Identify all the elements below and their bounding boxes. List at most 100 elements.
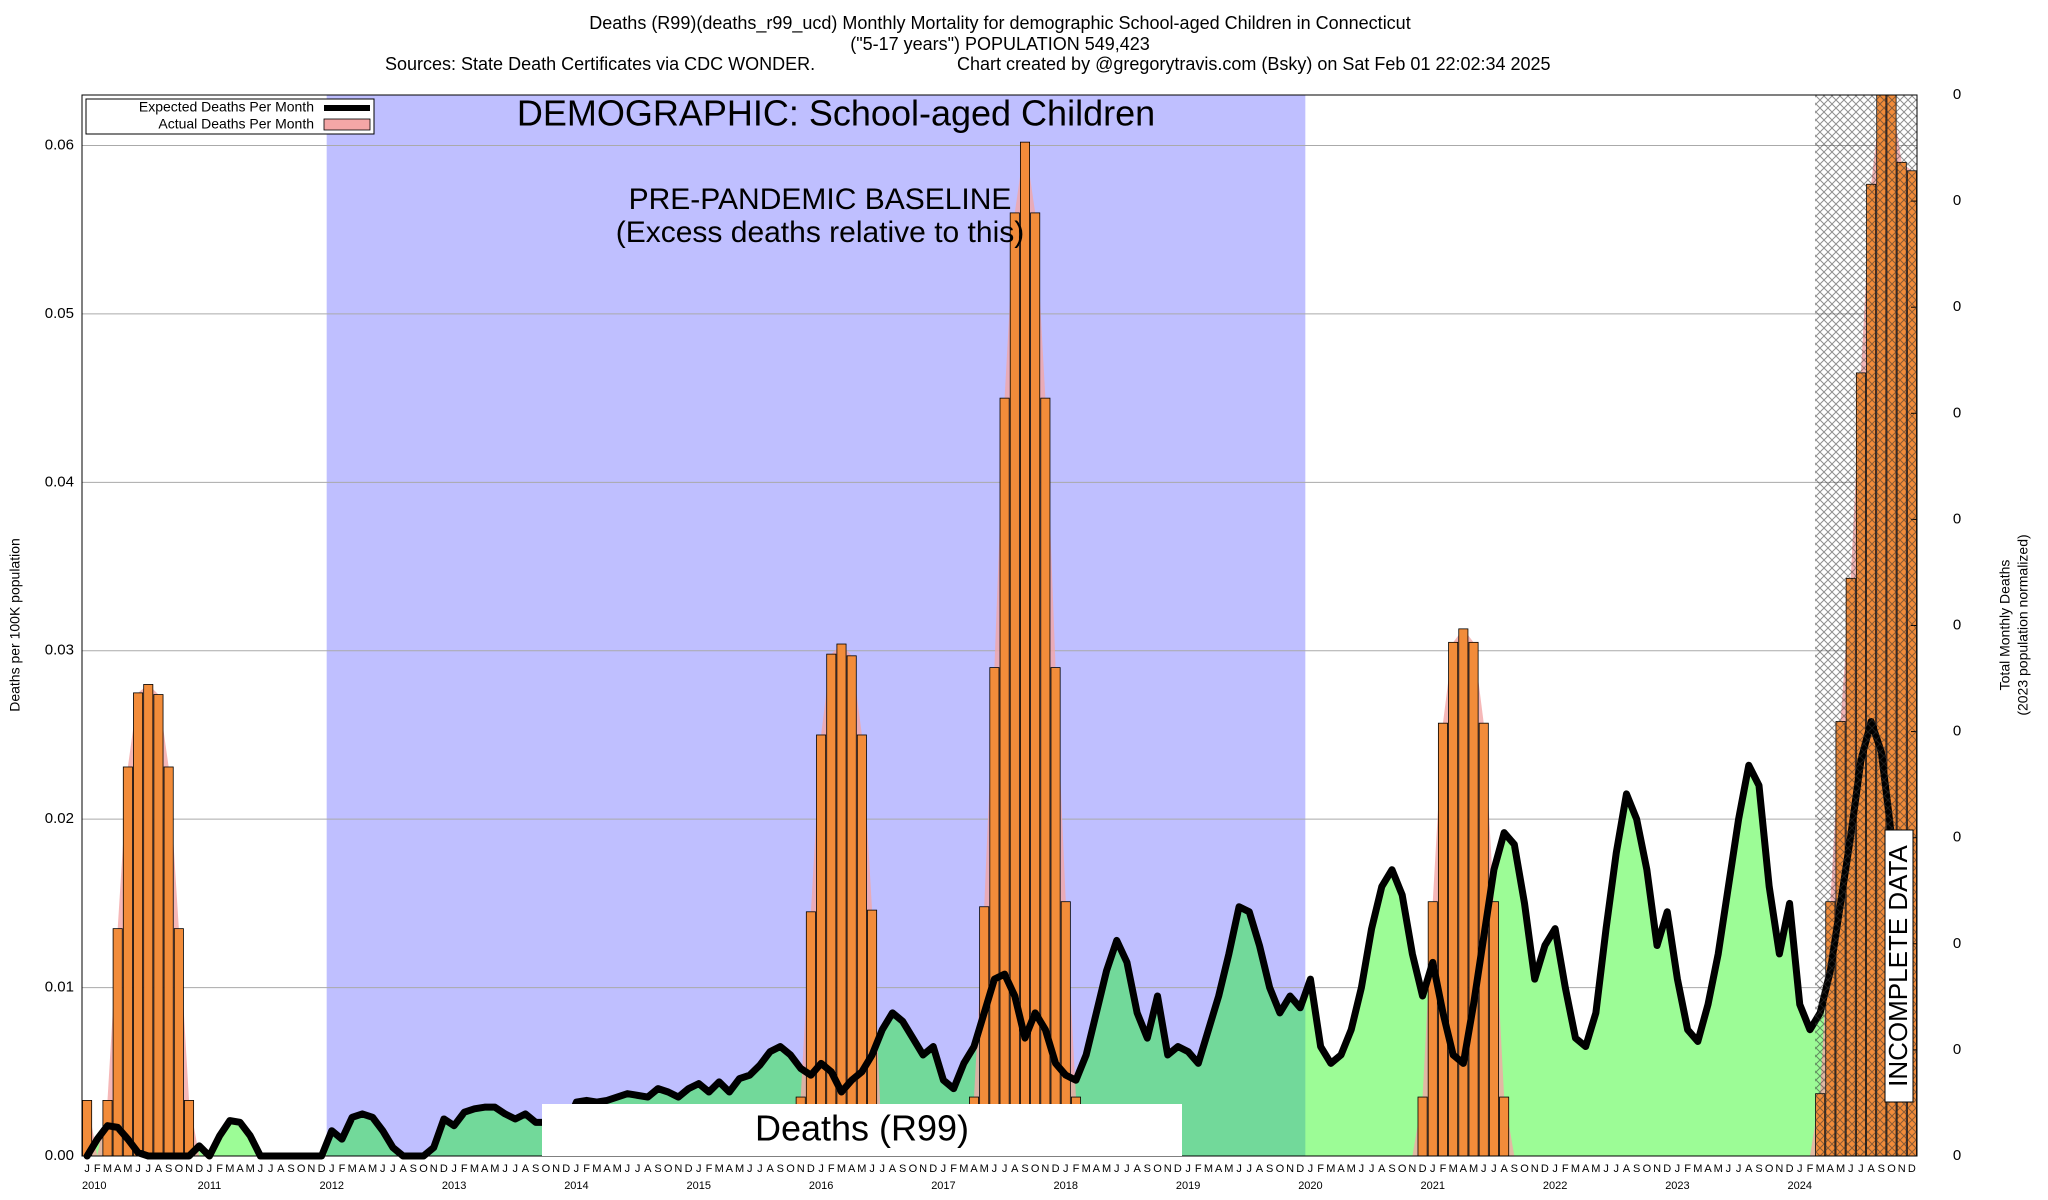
x-tick-label: J xyxy=(1603,1163,1609,1175)
x-tick-label: J xyxy=(880,1163,886,1175)
x-tick-label: D xyxy=(685,1163,693,1175)
x-tick-label: S xyxy=(532,1163,539,1175)
incomplete-box xyxy=(1884,829,1914,1103)
x-tick-label: A xyxy=(1827,1163,1835,1175)
x-tick-label: F xyxy=(1684,1163,1691,1175)
x-tick-label: A xyxy=(1623,1163,1631,1175)
x-tick-label: F xyxy=(1073,1163,1080,1175)
x-tick-label: O xyxy=(1887,1163,1896,1175)
x-tick-label: D xyxy=(562,1163,570,1175)
x-tick-label: J xyxy=(635,1163,641,1175)
x-tick-label: A xyxy=(1378,1163,1386,1175)
x-tick-label: O xyxy=(1276,1163,1285,1175)
x-tick-label: S xyxy=(1878,1163,1885,1175)
x-tick-label: S xyxy=(1755,1163,1762,1175)
x-tick-label: J xyxy=(1675,1163,1681,1175)
x-tick-label: N xyxy=(1041,1163,1049,1175)
x-tick-label: J xyxy=(992,1163,998,1175)
year-label: 2011 xyxy=(198,1180,222,1192)
x-tick-label: M xyxy=(470,1163,479,1175)
actual-bar xyxy=(1437,722,1448,1157)
y-tick-label: 0.02 xyxy=(45,810,74,827)
x-tick-label: D xyxy=(440,1163,448,1175)
x-tick-label: J xyxy=(1236,1163,1242,1175)
x-tick-label: D xyxy=(1786,1163,1794,1175)
legend-label: Expected Deaths Per Month xyxy=(139,99,314,115)
x-tick-label: O xyxy=(297,1163,306,1175)
x-tick-label: J xyxy=(747,1163,753,1175)
x-tick-label: F xyxy=(828,1163,835,1175)
x-tick-label: J xyxy=(1308,1163,1314,1175)
actual-bar xyxy=(163,766,174,1157)
x-tick-label: S xyxy=(1388,1163,1395,1175)
x-tick-label: N xyxy=(1164,1163,1172,1175)
x-tick-label: J xyxy=(1063,1163,1069,1175)
x-tick-label: O xyxy=(1398,1163,1407,1175)
x-tick-label: J xyxy=(869,1163,875,1175)
x-tick-label: O xyxy=(1765,1163,1774,1175)
y2-tick-label: 0 xyxy=(1953,298,1961,315)
x-tick-label: A xyxy=(399,1163,407,1175)
x-tick-label: N xyxy=(1408,1163,1416,1175)
x-tick-label: M xyxy=(735,1163,744,1175)
x-tick-label: O xyxy=(1520,1163,1529,1175)
y-axis-label: Deaths per 100K population xyxy=(7,538,23,712)
x-tick-label: O xyxy=(664,1163,673,1175)
x-tick-label: J xyxy=(757,1163,763,1175)
x-tick-label: D xyxy=(1174,1163,1182,1175)
x-tick-label: M xyxy=(715,1163,724,1175)
x-tick-label: J xyxy=(1491,1163,1497,1175)
x-tick-label: M xyxy=(1204,1163,1213,1175)
x-tick-label: J xyxy=(1002,1163,1008,1175)
x-tick-label: O xyxy=(1643,1163,1652,1175)
x-tick-label: M xyxy=(1591,1163,1600,1175)
x-tick-label: O xyxy=(786,1163,795,1175)
x-tick-label: F xyxy=(583,1163,590,1175)
actual-bar xyxy=(1448,641,1459,1157)
x-tick-label: M xyxy=(246,1163,255,1175)
x-tick-label: M xyxy=(490,1163,499,1175)
x-tick-label: A xyxy=(603,1163,611,1175)
x-tick-label: M xyxy=(1102,1163,1111,1175)
x-tick-label: J xyxy=(1247,1163,1253,1175)
x-tick-label: N xyxy=(185,1163,193,1175)
actual-bar xyxy=(856,734,867,1157)
x-tick-label: J xyxy=(941,1163,947,1175)
chart-title: Deaths (R99)(deaths_r99_ucd) Monthly Mor… xyxy=(589,13,1410,34)
actual-bar xyxy=(999,397,1010,1157)
y-tick-label: 0.06 xyxy=(45,136,74,153)
x-tick-label: M xyxy=(1836,1163,1845,1175)
x-tick-label: S xyxy=(899,1163,906,1175)
x-tick-label: A xyxy=(236,1163,244,1175)
x-tick-label: S xyxy=(777,1163,784,1175)
actual-bar xyxy=(1427,901,1438,1157)
credit: Chart created by @gregorytravis.com (Bsk… xyxy=(957,54,1551,74)
baseline-label: PRE-PANDEMIC BASELINE xyxy=(629,183,1012,216)
year-label: 2013 xyxy=(442,1180,466,1192)
x-tick-label: M xyxy=(857,1163,866,1175)
year-label: 2018 xyxy=(1054,1180,1078,1192)
y-tick-label: 0.03 xyxy=(45,642,74,659)
x-tick-label: O xyxy=(1153,1163,1162,1175)
x-tick-label: N xyxy=(307,1163,315,1175)
actual-bar xyxy=(1499,1096,1510,1157)
x-tick-label: M xyxy=(1082,1163,1091,1175)
x-tick-label: J xyxy=(625,1163,631,1175)
x-tick-label: M xyxy=(1571,1163,1580,1175)
demographic-label: DEMOGRAPHIC: School-aged Children xyxy=(517,93,1155,134)
year-label: 2021 xyxy=(1421,1180,1445,1192)
actual-bar xyxy=(1488,901,1499,1157)
x-tick-label: A xyxy=(644,1163,652,1175)
x-tick-label: A xyxy=(1867,1163,1875,1175)
x-tick-label: N xyxy=(1286,1163,1294,1175)
actual-bar xyxy=(989,667,1000,1157)
x-tick-label: A xyxy=(522,1163,530,1175)
x-tick-label: N xyxy=(919,1163,927,1175)
x-tick-label: A xyxy=(1256,1163,1264,1175)
x-tick-label: A xyxy=(359,1163,367,1175)
x-tick-label: J xyxy=(1736,1163,1742,1175)
x-tick-label: F xyxy=(1317,1163,1324,1175)
x-tick-label: A xyxy=(114,1163,122,1175)
incomplete-label: INCOMPLETE DATA xyxy=(1883,844,1913,1086)
x-tick-label: J xyxy=(1848,1163,1854,1175)
